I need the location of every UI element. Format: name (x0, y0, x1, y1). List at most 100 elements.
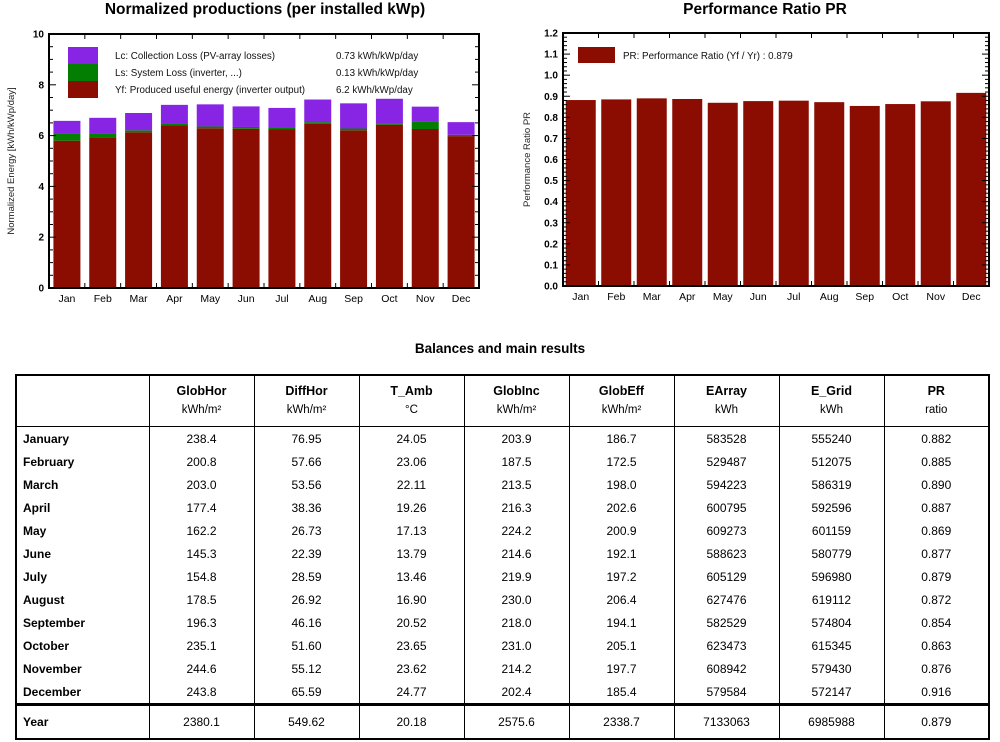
column-unit: °C (405, 404, 418, 416)
month-cell: August (15, 588, 150, 611)
value-cell: 200.8 (148, 450, 255, 473)
bar-segment-lc (232, 106, 260, 127)
y-tick-label: 0.2 (544, 239, 558, 250)
column-unit: kWh/m² (601, 404, 642, 416)
value-cell: 154.8 (148, 565, 255, 588)
month-cell: January (15, 426, 150, 450)
header-cell: DiffHor kWh/m² (253, 375, 360, 427)
value-cell: 192.1 (568, 542, 675, 565)
value-cell: 572147 (778, 680, 885, 705)
header-cell: GlobInc kWh/m² (463, 375, 570, 427)
y-tick-label: 2 (38, 233, 44, 244)
bar-segment-lc (375, 98, 403, 124)
bar-segment-ls (160, 123, 188, 126)
value-cell: 46.16 (253, 611, 360, 634)
legend-value: 0.13 kWh/kWp/day (336, 68, 418, 79)
bar-segment-ls (375, 123, 403, 125)
value-cell: 187.5 (463, 450, 570, 473)
value-cell: 579584 (673, 680, 780, 705)
table-row: October 235.1 51.60 23.65 231.0 205.1 623473 61… (15, 634, 990, 657)
value-cell: 600795 (673, 496, 780, 519)
x-tick-label: Apr (679, 291, 696, 303)
x-tick-label: Mar (130, 293, 149, 305)
value-cell: 22.11 (358, 473, 465, 496)
normalized-chart-title: Normalized productions (per installed kW… (104, 1, 426, 18)
value-cell: 28.59 (253, 565, 360, 588)
legend-label: Lc: Collection Loss (PV-array losses) (115, 51, 275, 62)
bar-segment-yf (160, 125, 188, 288)
column-name: DiffHor (285, 384, 328, 398)
table-row: June 145.3 22.39 13.79 214.6 192.1 588623 58077… (15, 542, 990, 565)
value-cell: 615345 (778, 634, 885, 657)
legend-label: PR: Performance Ratio (Yf / Yr) : 0.879 (623, 51, 793, 62)
bar-pr (920, 101, 951, 286)
pr-chart-title: Performance Ratio PR (683, 1, 847, 18)
value-cell: 22.39 (253, 542, 360, 565)
column-unit: kWh/m² (496, 404, 537, 416)
table-row: August 178.5 26.92 16.90 230.0 206.4 627476 619… (15, 588, 990, 611)
value-cell: 24.77 (358, 680, 465, 705)
value-cell: 13.79 (358, 542, 465, 565)
bar-segment-yf (411, 128, 439, 288)
value-cell: 627476 (673, 588, 780, 611)
value-cell: 23.06 (358, 450, 465, 473)
balances-table: GlobHor kWh/m² DiffHor kWh/m² T_Amb °C GlobInc… (15, 374, 990, 740)
year-value-cell: 549.62 (253, 703, 360, 739)
column-unit: kWh (820, 404, 843, 416)
value-cell: 55.12 (253, 657, 360, 680)
value-cell: 13.46 (358, 565, 465, 588)
value-cell: 26.92 (253, 588, 360, 611)
bar-segment-yf (304, 123, 332, 288)
value-cell: 0.877 (883, 542, 990, 565)
bar-segment-yf (340, 130, 368, 288)
header-cell: E_Grid kWh (778, 375, 885, 427)
bar-segment-ls (196, 126, 224, 129)
month-cell: March (15, 473, 150, 496)
value-cell: 186.7 (568, 426, 675, 450)
value-cell: 586319 (778, 473, 885, 496)
month-cell: December (15, 680, 150, 705)
month-cell: October (15, 634, 150, 657)
legend-value: 6.2 kWh/kWp/day (336, 85, 413, 96)
value-cell: 0.863 (883, 634, 990, 657)
value-cell: 529487 (673, 450, 780, 473)
value-cell: 26.73 (253, 519, 360, 542)
value-cell: 0.887 (883, 496, 990, 519)
x-tick-label: May (713, 291, 734, 303)
bar-segment-yf (53, 140, 81, 288)
header-cell: EArray kWh (673, 375, 780, 427)
year-value-cell: 2380.1 (148, 703, 255, 739)
bar-pr (672, 98, 703, 286)
table-row: July 154.8 28.59 13.46 219.9 197.2 605129 59698… (15, 565, 990, 588)
legend-swatch-ls (68, 64, 98, 81)
bar-segment-yf (232, 128, 260, 288)
year-value-cell: 20.18 (358, 703, 465, 739)
x-tick-label: Mar (643, 291, 662, 303)
legend-label: Yf: Produced useful energy (inverter out… (115, 85, 305, 96)
value-cell: 196.3 (148, 611, 255, 634)
value-cell: 582529 (673, 611, 780, 634)
x-tick-label: Dec (962, 291, 981, 303)
bar-segment-lc (304, 99, 332, 123)
year-total-row: Year 2380.1 549.62 20.18 2575.6 2338.7 7133063… (15, 703, 990, 739)
y-tick-label: 0 (38, 284, 44, 295)
value-cell: 555240 (778, 426, 885, 450)
value-cell: 580779 (778, 542, 885, 565)
column-unit: kWh/m² (181, 404, 222, 416)
value-cell: 583528 (673, 426, 780, 450)
normalized-productions-chart: 0 2 4 6 8 10 Jan Feb Mar Apr May Jun Jul Aug Sep Oct Nov… (6, 30, 480, 305)
performance-ratio-chart: 0.0 0.1 0.2 0.3 0.4 0.5 0.6 0.7 0.8 0.9 1.0 1.1 1.2 J… (522, 29, 990, 303)
y-tick-label: 0.5 (544, 176, 558, 187)
column-name: GlobHor (176, 384, 227, 398)
value-cell: 214.2 (463, 657, 570, 680)
value-cell: 51.60 (253, 634, 360, 657)
bar-segment-yf (125, 132, 153, 288)
column-name: PR (927, 384, 945, 398)
value-cell: 53.56 (253, 473, 360, 496)
bar-segment-ls (340, 128, 368, 131)
value-cell: 194.1 (568, 611, 675, 634)
month-cell: July (15, 565, 150, 588)
y-tick-label: 0.1 (544, 260, 558, 271)
value-cell: 0.882 (883, 426, 990, 450)
table-header-row: GlobHor kWh/m² DiffHor kWh/m² T_Amb °C GlobInc… (15, 375, 990, 427)
